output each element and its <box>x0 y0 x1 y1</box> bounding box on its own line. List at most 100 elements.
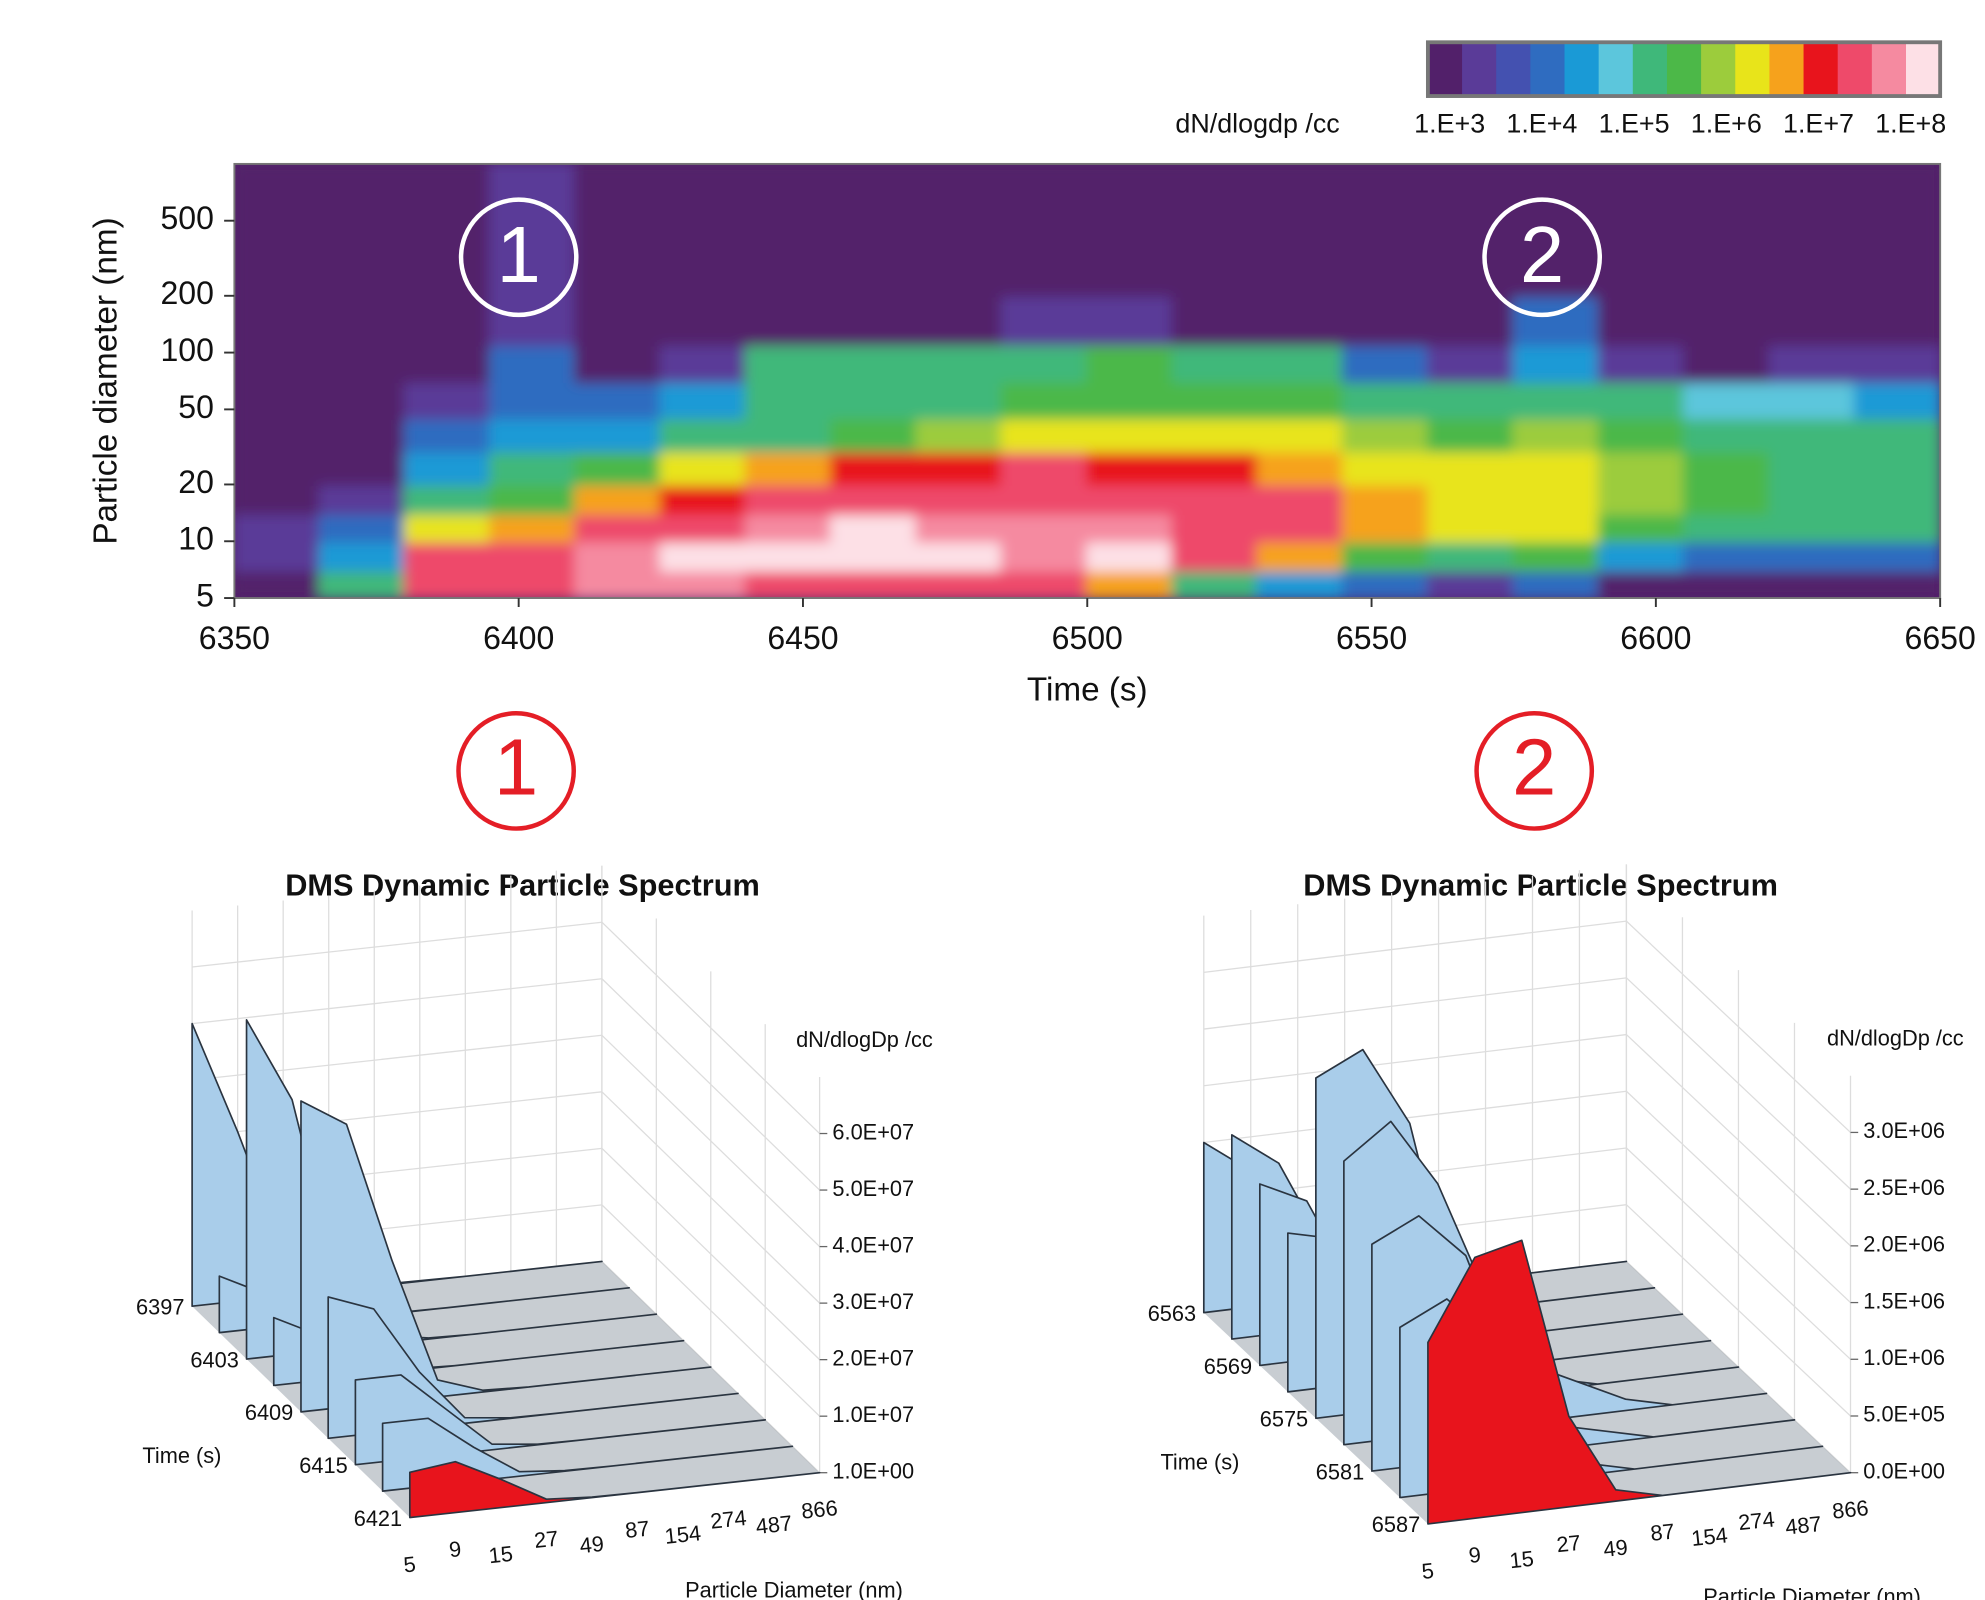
colorbar-frame <box>1425 40 1943 98</box>
heatmap-cell <box>1512 483 1601 515</box>
heatmap-cell <box>318 539 407 572</box>
heatmap-cell <box>1512 512 1601 543</box>
colorbar-swatch <box>1427 42 1463 97</box>
heatmap-cell <box>1000 294 1089 347</box>
z-tick-label: 2.0E+07 <box>832 1345 914 1370</box>
heatmap-cell <box>1000 449 1089 486</box>
heatmap-cell <box>1256 569 1345 599</box>
colorbar-swatch <box>1803 42 1839 97</box>
grid-line <box>601 1204 821 1417</box>
heatmap-cell <box>1085 449 1174 486</box>
heatmap-cell <box>1427 483 1515 515</box>
heatmap-cell <box>318 449 407 486</box>
time-tick-label: 6409 <box>245 1400 293 1425</box>
x-tick-label: 6400 <box>483 620 554 656</box>
z-tick-label: 0.0E+00 <box>1863 1458 1945 1483</box>
heatmap-cell <box>234 512 321 543</box>
heatmap-cell <box>1597 343 1686 384</box>
heatmap-cell <box>234 449 321 486</box>
z-tick-label: 1.0E+07 <box>832 1402 914 1427</box>
x-tick-label: 6350 <box>199 620 270 656</box>
heatmap-cell <box>574 512 663 543</box>
heatmap-cell <box>1171 512 1260 543</box>
heatmap-cell <box>1427 343 1515 384</box>
heatmap-cell <box>318 343 407 384</box>
heatmap-cell <box>1853 294 1941 347</box>
heatmap-cell <box>1171 163 1260 298</box>
series-profile <box>408 1460 821 1519</box>
heatmap-cell <box>1597 294 1686 347</box>
heatmap-cell <box>1683 483 1771 515</box>
heatmap-cell <box>1000 163 1089 298</box>
annotation-circle <box>458 197 579 318</box>
heatmap-cell <box>1341 449 1430 486</box>
heatmap-cell <box>488 343 577 384</box>
heatmap-cell <box>1597 449 1686 486</box>
heatmap-cell <box>1683 449 1771 486</box>
heatmap-cell <box>488 380 577 420</box>
heatmap-cell <box>830 512 918 543</box>
time-tick-label: 6421 <box>354 1506 402 1531</box>
time-tick-label: 6415 <box>299 1453 347 1478</box>
z-tick-label: 6.0E+07 <box>832 1119 914 1144</box>
x-axis-label: Particle Diameter (nm) <box>1703 1584 1921 1600</box>
heatmap-cell <box>1597 380 1686 420</box>
colorbar-swatch <box>1837 42 1873 97</box>
heatmap-cell <box>574 163 663 298</box>
heatmap-cell <box>744 449 833 486</box>
z-tick-label: 5.0E+05 <box>1863 1402 1945 1427</box>
annotation-label: 2 <box>1520 210 1564 299</box>
heatmap-cell <box>1341 539 1430 572</box>
heatmap-cell <box>744 294 833 347</box>
heatmap-cell <box>1341 512 1430 543</box>
heatmap-cell <box>1768 343 1857 384</box>
heatmap-cell <box>1256 294 1345 347</box>
heatmap-cell <box>830 449 918 486</box>
y-tick-label: 10 <box>178 521 214 557</box>
heatmap-cell <box>488 416 577 453</box>
y-tick-label: 20 <box>178 464 214 500</box>
heatmap-cell <box>1085 512 1174 543</box>
heatmap-cell <box>234 163 321 298</box>
heatmap-cell <box>830 416 918 453</box>
colorbar-swatch <box>1735 42 1771 97</box>
time-tick-label: 6563 <box>1148 1301 1196 1326</box>
heatmap-cell <box>318 569 407 599</box>
heatmap-cell <box>1000 483 1089 515</box>
heatmap-cell <box>1683 569 1771 599</box>
heatmap-cell <box>234 569 321 599</box>
heatmap-cell <box>1512 380 1601 420</box>
colorbar-tick-label: 1.E+4 <box>1506 109 1577 139</box>
heatmap-cell <box>1853 539 1941 572</box>
heatmap-cell <box>1085 343 1174 384</box>
heatmap-cell <box>488 539 577 572</box>
heatmap-cell <box>1171 483 1260 515</box>
heatmap-cell <box>1768 512 1857 543</box>
x-tick-label: 49 <box>578 1531 605 1558</box>
grid-line <box>1625 920 1851 1133</box>
heatmap-cell <box>1768 416 1857 453</box>
heatmap-cell <box>1512 569 1601 599</box>
grid-line <box>1625 1034 1851 1247</box>
heatmap-cell <box>659 380 748 420</box>
heatmap-cell <box>1427 380 1515 420</box>
heatmap-cell <box>1512 343 1601 384</box>
z-axis-label: dN/dlogDp /cc <box>1827 1026 1964 1051</box>
heatmap-cell <box>1768 380 1857 420</box>
x-tick-label: 5 <box>402 1551 417 1577</box>
heatmap-cell <box>318 483 407 515</box>
x-tick-label: 487 <box>1784 1511 1823 1540</box>
grid-line <box>1625 1147 1851 1360</box>
heatmap-cell <box>1683 512 1771 543</box>
heatmap-cell <box>1768 569 1857 599</box>
grid-line <box>1203 1090 1627 1144</box>
heatmap-cell <box>403 539 492 572</box>
colorbar-tick-label: 1.E+8 <box>1875 109 1946 139</box>
heatmap-cell <box>1512 294 1601 347</box>
heatmap-blur <box>234 163 1941 599</box>
heatmap-cell <box>1683 539 1771 572</box>
heatmap-cell <box>1853 163 1941 298</box>
heatmap-cell <box>1341 569 1430 599</box>
heatmap-cell <box>830 343 918 384</box>
heatmap-cell <box>1085 483 1174 515</box>
